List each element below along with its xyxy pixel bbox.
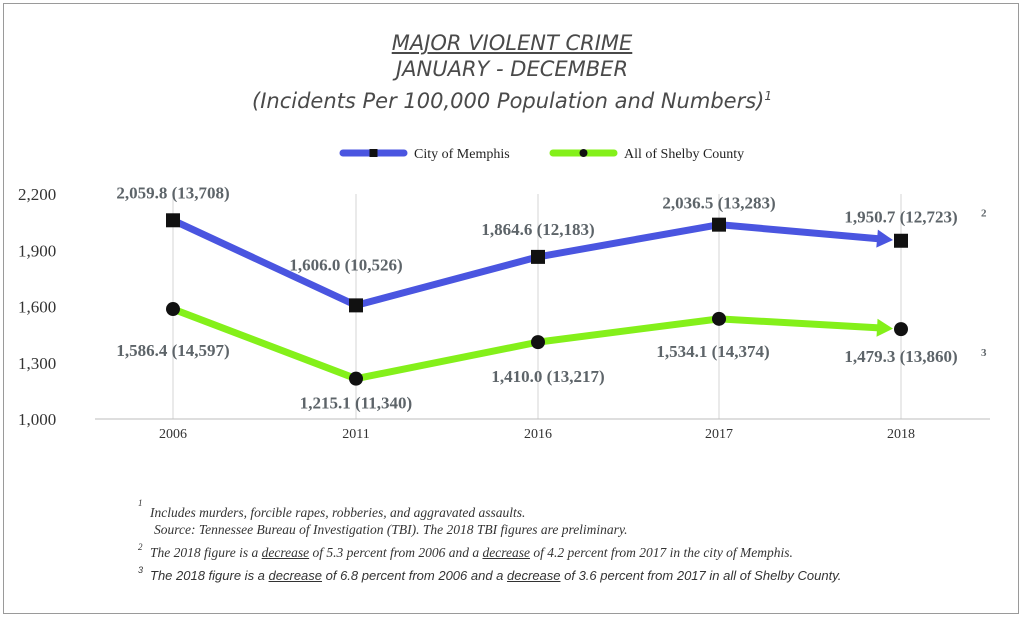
data-point-circle	[712, 311, 726, 326]
data-point-square	[349, 298, 363, 313]
fn2-part-c: of 4.2 percent from 2017 in the city of …	[529, 545, 793, 560]
fn2-decrease-1: decrease	[261, 545, 310, 560]
legend-marker-circle	[579, 149, 588, 157]
fn3-decrease-1: decrease	[268, 568, 323, 583]
y-tick-label: 2,200	[18, 185, 56, 204]
fn3-decrease-2: decrease	[507, 568, 561, 583]
data-label: 1,586.4 (14,597)	[116, 341, 229, 360]
data-point-circle	[166, 302, 180, 317]
y-tick-label: 1,300	[18, 354, 56, 373]
legend-label: All of Shelby County	[624, 147, 744, 162]
data-label-footnote-mark: 2	[981, 208, 987, 220]
data-label: 1,606.0 (10,526)	[289, 255, 402, 274]
fn3-part-a: The 2018 figure is a	[150, 568, 269, 583]
footnote-3-mark: 3	[138, 565, 144, 575]
series-arrowhead	[876, 229, 894, 248]
fn2-part-b: of 5.3 percent from 2006 and a	[309, 545, 483, 560]
x-tick-label: 2018	[887, 427, 915, 442]
chart-subtitle-period: JANUARY - DECEMBER	[395, 57, 629, 81]
footnote-1-mark: 1	[138, 498, 143, 508]
data-point-square	[531, 249, 545, 264]
data-label: 2,036.5 (13,283)	[662, 194, 775, 213]
data-point-circle	[531, 335, 545, 350]
chart-titles: MAJOR VIOLENT CRIME JANUARY - DECEMBER (…	[0, 30, 1024, 115]
data-label: 1,864.6 (12,183)	[481, 220, 594, 239]
footnote-1-text: Includes murders, forcible rapes, robber…	[150, 505, 526, 520]
fn3-part-c: of 3.6 percent from 2017 in all of Shelb…	[560, 568, 842, 583]
footnote-2-text: The 2018 figure is a decrease of 5.3 per…	[150, 544, 998, 561]
data-label: 1,534.1 (14,374)	[656, 342, 769, 361]
footnote-3-text: The 2018 figure is a decrease of 6.8 per…	[150, 567, 998, 584]
fn2-decrease-2: decrease	[482, 545, 530, 560]
fn2-part-a: The 2018 figure is a	[150, 545, 262, 560]
units-text: (Incidents Per 100,000 Population and Nu…	[252, 89, 765, 113]
y-tick-label: 1,600	[18, 298, 56, 317]
data-point-square	[894, 233, 908, 248]
x-tick-label: 2016	[524, 427, 552, 442]
fn3-part-b: of 6.8 percent from 2006 and a	[322, 568, 508, 583]
y-tick-label: 1,900	[18, 241, 56, 260]
chart-title: MAJOR VIOLENT CRIME	[391, 31, 633, 55]
footnote-2-mark: 2	[138, 542, 143, 552]
data-point-circle	[349, 371, 363, 386]
footnote-1: 1 Includes murders, forcible rapes, robb…	[138, 498, 998, 538]
x-tick-label: 2011	[342, 427, 369, 442]
series-arrowhead	[876, 318, 894, 337]
title-footnote-mark: 1	[764, 89, 772, 103]
data-point-square	[712, 217, 726, 232]
x-tick-label: 2017	[705, 427, 733, 442]
data-label: 1,479.3 (13,860)	[844, 347, 957, 366]
data-label-footnote-mark: 3	[981, 347, 987, 359]
footnote-3: 3 The 2018 figure is a decrease of 6.8 p…	[138, 565, 998, 584]
data-point-circle	[894, 322, 908, 337]
data-label: 1,410.0 (13,217)	[491, 367, 604, 386]
chart-subtitle-units: (Incidents Per 100,000 Population and Nu…	[0, 82, 1024, 115]
data-label: 1,950.7 (12,723)	[844, 208, 957, 227]
data-point-square	[166, 213, 180, 228]
y-tick-label: 1,000	[18, 410, 56, 429]
legend-marker-square	[369, 149, 378, 157]
data-label: 1,215.1 (11,340)	[300, 394, 412, 413]
footnote-1-source: Source: Tennessee Bureau of Investigatio…	[154, 522, 628, 537]
x-tick-label: 2006	[159, 427, 187, 442]
footnote-2: 2 The 2018 figure is a decrease of 5.3 p…	[138, 542, 998, 561]
data-label: 2,059.8 (13,708)	[116, 183, 229, 202]
legend-label: City of Memphis	[414, 147, 510, 162]
footnotes: 1 Includes murders, forcible rapes, robb…	[138, 498, 998, 584]
